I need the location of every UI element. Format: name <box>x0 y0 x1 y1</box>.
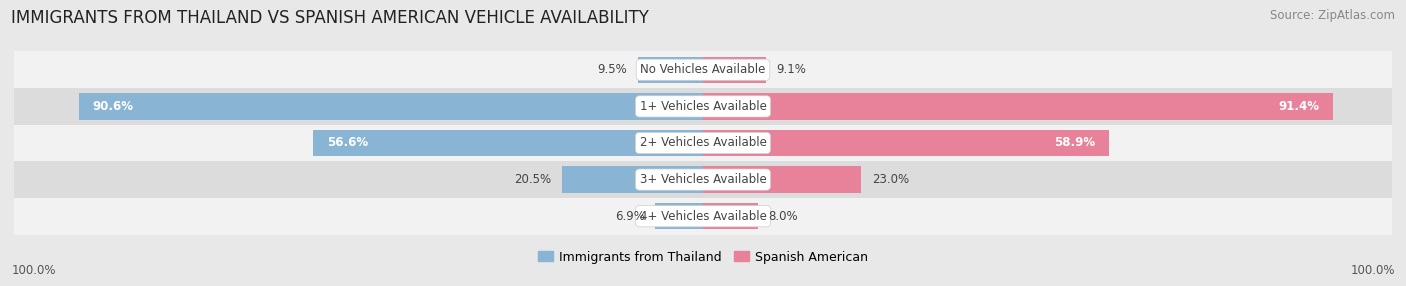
Bar <box>637 57 703 83</box>
Text: 2+ Vehicles Available: 2+ Vehicles Available <box>640 136 766 150</box>
Text: 6.9%: 6.9% <box>616 210 645 223</box>
Bar <box>14 125 1392 161</box>
Text: 91.4%: 91.4% <box>1278 100 1319 113</box>
Bar <box>703 57 766 83</box>
Bar <box>703 166 862 193</box>
Text: Source: ZipAtlas.com: Source: ZipAtlas.com <box>1270 9 1395 21</box>
Text: No Vehicles Available: No Vehicles Available <box>640 63 766 76</box>
Legend: Immigrants from Thailand, Spanish American: Immigrants from Thailand, Spanish Americ… <box>533 246 873 269</box>
Bar <box>79 93 703 120</box>
Bar <box>314 130 703 156</box>
Text: 3+ Vehicles Available: 3+ Vehicles Available <box>640 173 766 186</box>
Bar <box>703 203 758 229</box>
Text: 20.5%: 20.5% <box>515 173 551 186</box>
Bar <box>14 161 1392 198</box>
Text: IMMIGRANTS FROM THAILAND VS SPANISH AMERICAN VEHICLE AVAILABILITY: IMMIGRANTS FROM THAILAND VS SPANISH AMER… <box>11 9 650 27</box>
Bar <box>14 51 1392 88</box>
Bar <box>655 203 703 229</box>
Bar <box>703 93 1333 120</box>
Bar <box>14 198 1392 235</box>
Bar <box>14 88 1392 125</box>
Text: 4+ Vehicles Available: 4+ Vehicles Available <box>640 210 766 223</box>
Text: 58.9%: 58.9% <box>1054 136 1095 150</box>
Text: 100.0%: 100.0% <box>1350 265 1395 277</box>
Text: 56.6%: 56.6% <box>326 136 368 150</box>
Text: 9.1%: 9.1% <box>776 63 806 76</box>
Bar <box>562 166 703 193</box>
Text: 9.5%: 9.5% <box>598 63 627 76</box>
Text: 100.0%: 100.0% <box>11 265 56 277</box>
Text: 1+ Vehicles Available: 1+ Vehicles Available <box>640 100 766 113</box>
Text: 8.0%: 8.0% <box>769 210 799 223</box>
Text: 90.6%: 90.6% <box>93 100 134 113</box>
Text: 23.0%: 23.0% <box>872 173 908 186</box>
Bar <box>703 130 1109 156</box>
